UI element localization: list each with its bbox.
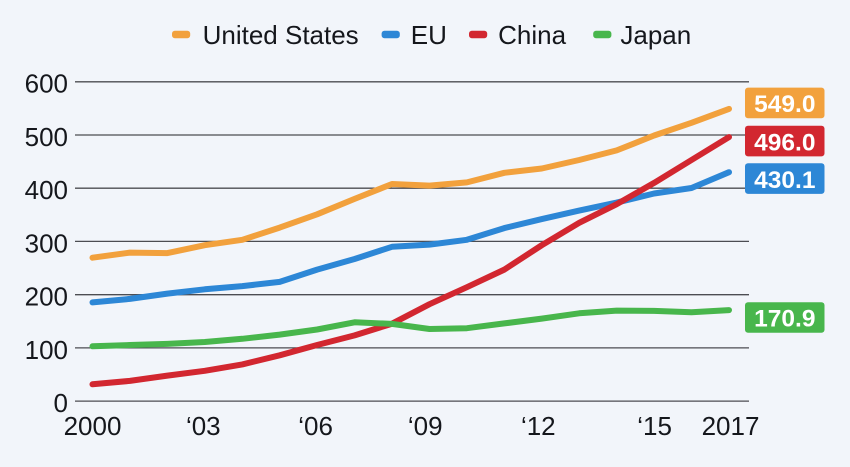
svg-text:600: 600	[25, 69, 68, 99]
svg-text:300: 300	[25, 228, 68, 258]
svg-text:430.1: 430.1	[754, 167, 815, 194]
svg-text:496.0: 496.0	[754, 129, 815, 156]
svg-text:‘12: ‘12	[521, 411, 556, 441]
svg-text:2017: 2017	[702, 411, 760, 441]
svg-text:200: 200	[25, 282, 68, 312]
svg-text:0: 0	[54, 388, 68, 418]
svg-text:United States: United States	[203, 20, 359, 50]
svg-text:100: 100	[25, 335, 68, 365]
svg-text:EU: EU	[411, 20, 447, 50]
svg-text:549.0: 549.0	[754, 91, 815, 118]
svg-text:‘06: ‘06	[298, 411, 333, 441]
svg-text:‘09: ‘09	[408, 411, 443, 441]
svg-text:170.9: 170.9	[754, 306, 815, 333]
svg-text:‘03: ‘03	[186, 411, 221, 441]
svg-text:400: 400	[25, 175, 68, 205]
svg-text:Japan: Japan	[620, 20, 691, 50]
svg-text:2000: 2000	[64, 411, 122, 441]
svg-text:China: China	[498, 20, 566, 50]
svg-text:500: 500	[25, 122, 68, 152]
svg-text:‘15: ‘15	[637, 411, 672, 441]
